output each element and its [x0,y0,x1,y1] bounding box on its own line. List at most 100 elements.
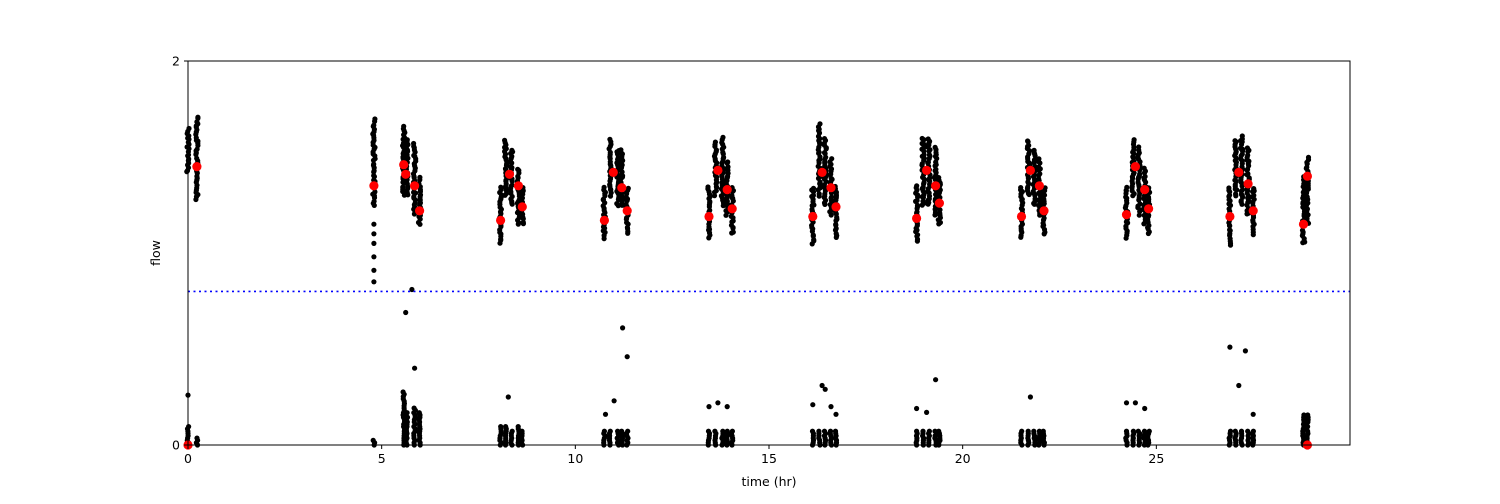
raw-flow-point [625,185,631,191]
raw-flow-point [712,139,719,145]
raw-flow-point [725,159,731,165]
raw-flow-point [509,428,515,434]
raw-flow-point [1018,185,1024,191]
raw-flow-point [720,428,726,434]
averaged-flow-point [713,165,723,175]
raw-flow-point [619,428,625,434]
raw-flow-point [371,240,377,246]
raw-flow-point [914,405,920,412]
raw-flow-point [1040,428,1046,434]
raw-flow-point [1123,428,1130,434]
raw-flow-point [1232,138,1238,144]
raw-flow-point [1135,428,1141,434]
averaged-flow-point [1302,171,1312,181]
raw-flow-point [519,428,525,434]
raw-flow-point [828,404,834,410]
raw-flow-point [411,405,417,411]
raw-flow-point [720,134,726,140]
averaged-flow-point [513,181,524,191]
raw-flow-point [409,286,415,293]
x-tick-label: 10 [567,451,583,466]
averaged-flow-point [608,167,618,177]
raw-flow-point [724,404,730,410]
raw-flow-point [607,136,613,142]
raw-flow-point [1025,428,1031,434]
raw-flow-point [712,428,718,434]
plot-marks [183,114,1312,450]
raw-flow-point [411,189,417,195]
raw-flow-point [926,428,933,434]
x-tick-label: 0 [184,451,192,466]
raw-flow-point [502,137,508,143]
raw-flow-point [614,201,620,207]
raw-flow-point [1131,137,1137,143]
x-tick-label: 20 [955,451,971,466]
plot-frame [187,60,1351,446]
averaged-flow-point [704,211,714,222]
raw-flow-point [1025,138,1031,144]
raw-flow-point [1239,133,1245,139]
raw-flow-point [1124,184,1130,190]
raw-flow-point [371,221,377,227]
raw-flow-point [515,166,521,172]
raw-flow-point [520,219,526,225]
y-tick-label: 2 [172,54,180,69]
raw-flow-point [832,428,839,434]
raw-flow-point [186,424,192,430]
raw-flow-point [1130,428,1136,434]
raw-flow-point [1250,411,1256,417]
raw-flow-point [186,125,192,132]
raw-flow-point [371,254,377,260]
raw-flow-point [914,202,921,208]
raw-flow-point [404,137,410,143]
raw-flow-point [195,114,201,120]
raw-flow-point [1250,428,1256,434]
raw-flow-point [914,183,920,189]
raw-flow-point [601,428,608,434]
averaged-flow-point [1016,211,1027,222]
raw-flow-point [1232,428,1238,434]
raw-flow-point [1137,171,1143,177]
raw-flow-point [625,428,631,434]
raw-flow-point [498,424,504,430]
raw-flow-point [705,184,711,190]
raw-flow-point [936,175,942,181]
raw-flow-point [515,424,521,430]
raw-flow-point [827,428,834,434]
averaged-flow-point [192,162,202,172]
raw-flow-point [1031,157,1038,163]
raw-flow-point [920,428,926,434]
raw-flow-point [817,121,823,127]
raw-flow-point [809,428,816,434]
raw-flow-point [371,267,377,273]
raw-flow-point [914,428,920,434]
averaged-flow-point [1140,185,1150,195]
raw-flow-point [1245,428,1251,434]
raw-flow-point [706,404,712,410]
raw-flow-point [194,155,200,161]
raw-flow-point [602,411,609,417]
raw-flow-point [371,231,377,237]
averaged-flow-point [922,165,932,175]
averaged-flow-point [1025,165,1035,175]
raw-flow-point [816,428,822,434]
raw-flow-point [371,161,377,167]
raw-flow-point [828,175,834,182]
raw-flow-point [411,140,417,147]
raw-flow-point [920,198,926,204]
raw-flow-point [370,437,376,443]
raw-flow-point [505,394,511,400]
raw-flow-point [403,309,409,316]
raw-flow-point [1239,187,1246,193]
raw-flow-point [611,398,617,404]
raw-flow-point [1301,412,1307,418]
raw-flow-point [1036,164,1042,170]
averaged-flow-point [1121,210,1132,220]
averaged-flow-point [931,181,941,191]
raw-flow-point [833,411,839,417]
raw-flow-point [417,174,423,180]
averaged-flow-point [617,183,627,193]
raw-flow-point [620,325,626,331]
raw-flow-point [1245,152,1251,158]
raw-flow-point [933,377,939,383]
